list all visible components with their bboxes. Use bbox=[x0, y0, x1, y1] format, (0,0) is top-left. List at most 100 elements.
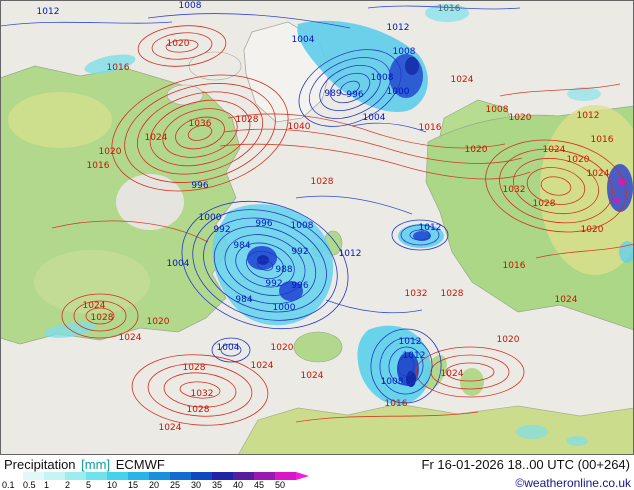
isobar-contour bbox=[111, 74, 289, 192]
scale-segment bbox=[275, 472, 296, 480]
pressure-label: 1012 bbox=[577, 111, 600, 121]
precip-streak-northeast bbox=[567, 87, 601, 101]
weather-map-svg: 1012 1008 1016 1012 1004 1020 1016 1008 1008 989 9… bbox=[0, 0, 634, 455]
isobar-contour bbox=[319, 64, 381, 112]
pressure-label: 1012 bbox=[387, 23, 410, 33]
isobar-contour bbox=[370, 328, 442, 404]
pressure-label: 1008 bbox=[291, 221, 314, 231]
pressure-label: 996 bbox=[191, 181, 208, 191]
pressure-label: 1008 bbox=[381, 377, 404, 387]
pressure-label: 1040 bbox=[288, 122, 311, 132]
scale-value: 20 bbox=[149, 480, 160, 490]
pressure-label: 1032 bbox=[503, 185, 526, 195]
precip-area-east-edge bbox=[607, 164, 633, 212]
pressure-label: 1008 bbox=[486, 105, 509, 115]
isobar-lines-high bbox=[51, 83, 634, 423]
pressure-label: 1028 bbox=[533, 199, 556, 209]
pressure-label: 1024 bbox=[441, 369, 464, 379]
pressure-label: 1000 bbox=[199, 213, 222, 223]
pressure-label: 1024 bbox=[83, 301, 106, 311]
scale-value: 15 bbox=[128, 480, 139, 490]
isobar-contour bbox=[211, 337, 251, 363]
pressure-label: 1012 bbox=[339, 249, 362, 259]
pressure-label: 1024 bbox=[451, 75, 474, 85]
isobar-contour bbox=[213, 225, 317, 305]
scale-segment bbox=[170, 472, 191, 480]
pressure-label: 1016 bbox=[87, 161, 110, 171]
scale-value: 0.1 bbox=[2, 480, 15, 490]
pressure-label: 1020 bbox=[509, 113, 532, 123]
pressure-label: 1020 bbox=[581, 225, 604, 235]
isobar-contour bbox=[308, 57, 392, 119]
pressure-label: 1028 bbox=[187, 405, 210, 415]
scale-segment bbox=[191, 472, 212, 480]
scale-segment bbox=[233, 472, 254, 480]
precip-patch-southeast bbox=[566, 436, 588, 446]
pressure-label: 1016 bbox=[503, 261, 526, 271]
pressure-label: 1032 bbox=[191, 389, 214, 399]
pressure-label: 1036 bbox=[189, 119, 212, 129]
pressure-label: 1020 bbox=[497, 335, 520, 345]
isobar-contour bbox=[131, 354, 269, 426]
pressure-label: 1008 bbox=[393, 47, 416, 57]
hudson-bay bbox=[116, 174, 184, 230]
isobar-contour bbox=[485, 139, 627, 233]
pressure-label: 1004 bbox=[363, 113, 386, 123]
scale-segment bbox=[65, 472, 86, 480]
pressure-label: 1024 bbox=[301, 371, 324, 381]
pressure-label: 1000 bbox=[273, 303, 296, 313]
pressure-label: 1024 bbox=[251, 361, 274, 371]
isobar-contour bbox=[499, 148, 613, 224]
pressure-label: 984 bbox=[235, 295, 252, 305]
isobar-contour bbox=[149, 99, 251, 167]
pressure-label: 1012 bbox=[399, 337, 422, 347]
pressure-label: 1020 bbox=[167, 39, 190, 49]
pressure-label: 992 bbox=[213, 225, 230, 235]
isobar-contour bbox=[540, 176, 572, 196]
pressure-label: 984 bbox=[233, 241, 250, 251]
pressure-label: 996 bbox=[255, 219, 272, 229]
isobar-contour bbox=[329, 72, 371, 104]
scale-value: 1 bbox=[44, 480, 50, 490]
pressure-label: 989 bbox=[324, 89, 341, 99]
pressure-label: 1028 bbox=[183, 363, 206, 373]
scale-segment bbox=[128, 472, 149, 480]
scale-arrow bbox=[296, 472, 309, 480]
isobar-contour bbox=[415, 346, 525, 398]
isobar-contour bbox=[526, 167, 586, 205]
scale-value: 35 bbox=[212, 480, 223, 490]
eastern-europe-patch bbox=[540, 105, 634, 275]
parameter-name: Precipitation bbox=[4, 457, 76, 472]
scale-value: 10 bbox=[107, 480, 118, 490]
scale-segment bbox=[149, 472, 170, 480]
pressure-label: 1020 bbox=[271, 343, 294, 353]
pressure-label: 996 bbox=[291, 281, 308, 291]
precip-streak-northwest bbox=[84, 54, 136, 74]
isobar-contour bbox=[73, 300, 127, 332]
pressure-label: 1020 bbox=[99, 147, 122, 157]
precip-core-atlantic-2 bbox=[279, 281, 303, 301]
land-highland-patch bbox=[8, 92, 112, 148]
isobar-contour bbox=[298, 49, 402, 127]
isobar-contour bbox=[379, 337, 433, 395]
pressure-label: 1020 bbox=[567, 155, 590, 165]
pressure-label: 1004 bbox=[217, 343, 240, 353]
isobar-contour bbox=[165, 39, 199, 53]
isobar-contour bbox=[224, 234, 306, 296]
isobar-contour bbox=[512, 157, 600, 215]
pressure-label: 1012 bbox=[419, 223, 442, 233]
pressure-label: 1020 bbox=[465, 145, 488, 155]
isobar-contour bbox=[61, 293, 139, 339]
pressure-label: 1008 bbox=[371, 73, 394, 83]
scale-segment bbox=[254, 472, 275, 480]
copyright-link[interactable]: ©weatheronline.co.uk bbox=[515, 476, 631, 490]
scale-value: 50 bbox=[275, 480, 286, 490]
isobar-contour bbox=[187, 125, 213, 141]
isobar-contour bbox=[203, 217, 327, 313]
isobar-contour bbox=[340, 80, 360, 96]
pressure-label: 992 bbox=[265, 279, 282, 289]
scale-value: 2 bbox=[65, 480, 71, 490]
scale-value: 25 bbox=[170, 480, 181, 490]
scale-segment bbox=[212, 472, 233, 480]
